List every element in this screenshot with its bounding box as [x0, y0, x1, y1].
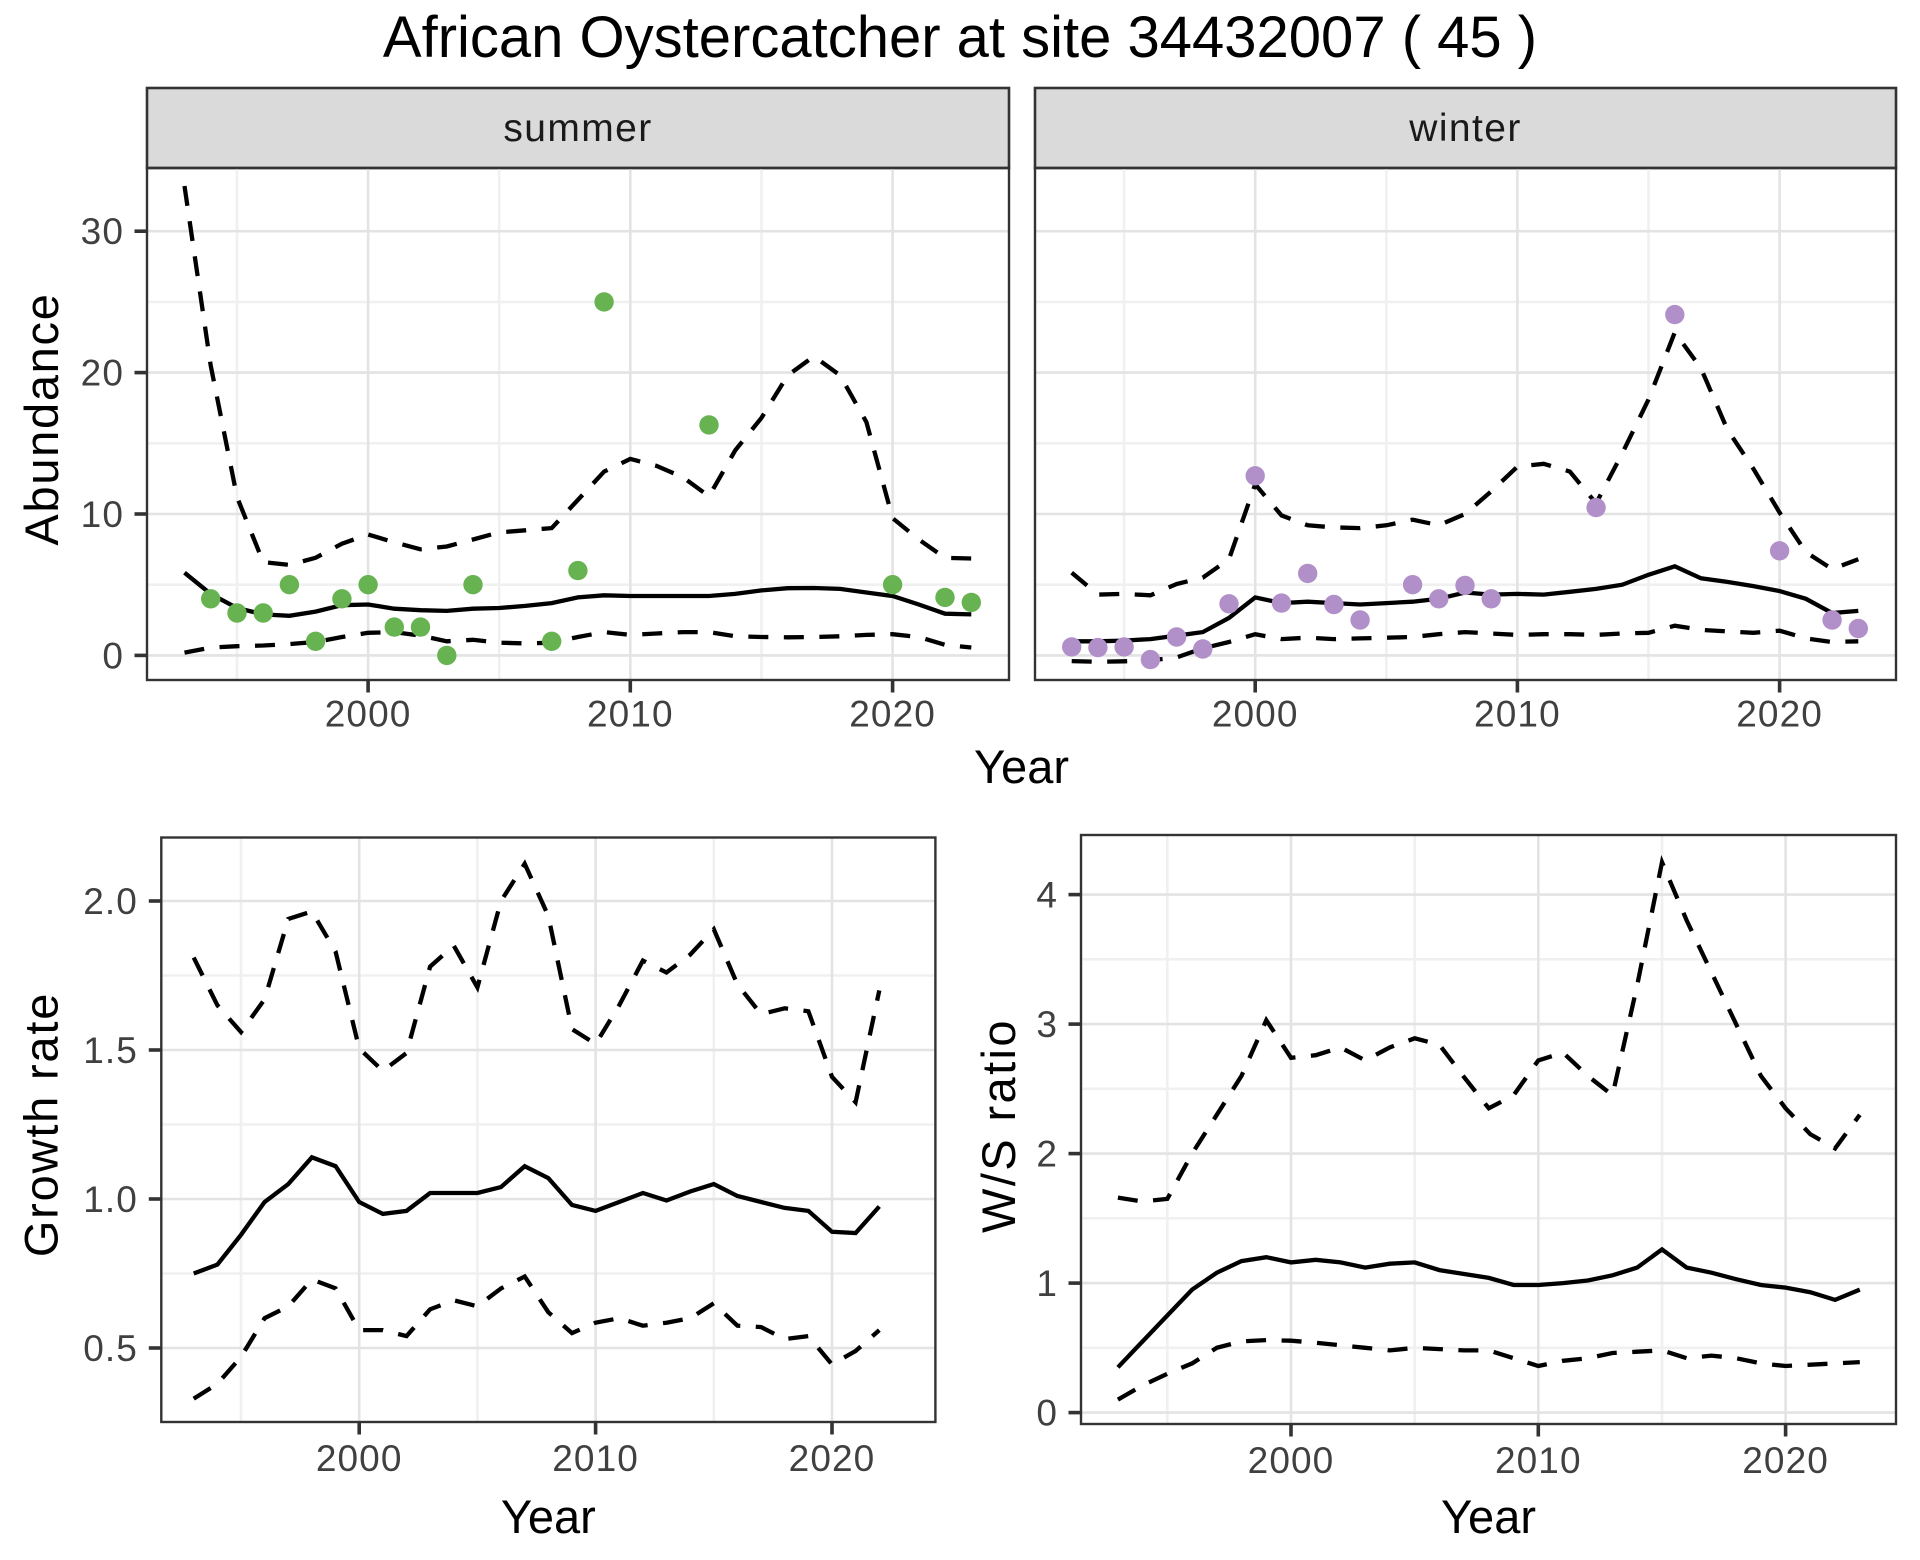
svg-text:1.0: 1.0: [83, 1179, 138, 1220]
svg-text:2000: 2000: [1212, 694, 1299, 735]
svg-text:2000: 2000: [316, 1438, 403, 1479]
svg-text:3: 3: [1036, 1004, 1058, 1045]
svg-text:2010: 2010: [1474, 694, 1561, 735]
svg-text:Year: Year: [1441, 1490, 1536, 1543]
svg-text:0: 0: [1036, 1393, 1058, 1434]
svg-text:0.5: 0.5: [83, 1328, 138, 1369]
svg-text:African Oystercatcher at site: African Oystercatcher at site 34432007 (…: [383, 5, 1537, 70]
svg-text:Year: Year: [501, 1490, 596, 1543]
svg-text:1: 1: [1036, 1263, 1058, 1304]
svg-text:Growth rate: Growth rate: [15, 992, 68, 1257]
svg-text:winter: winter: [1408, 107, 1521, 150]
svg-text:2020: 2020: [849, 694, 936, 735]
svg-text:2020: 2020: [789, 1438, 876, 1479]
svg-text:2000: 2000: [1248, 1440, 1335, 1481]
svg-text:2: 2: [1036, 1134, 1058, 1175]
svg-text:2020: 2020: [1742, 1440, 1829, 1481]
svg-text:2020: 2020: [1736, 694, 1823, 735]
svg-text:30: 30: [81, 211, 124, 252]
svg-text:2010: 2010: [587, 694, 674, 735]
svg-text:20: 20: [81, 353, 124, 394]
svg-text:10: 10: [81, 494, 124, 535]
svg-text:1.5: 1.5: [83, 1030, 138, 1071]
svg-text:2010: 2010: [1495, 1440, 1582, 1481]
svg-text:Year: Year: [974, 740, 1069, 793]
svg-text:Abundance: Abundance: [15, 292, 68, 545]
svg-text:summer: summer: [503, 107, 652, 150]
svg-text:2000: 2000: [325, 694, 412, 735]
svg-text:2.0: 2.0: [83, 881, 138, 922]
svg-text:0: 0: [102, 635, 124, 676]
svg-text:2010: 2010: [552, 1438, 639, 1479]
svg-text:W/S ratio: W/S ratio: [972, 1018, 1025, 1233]
svg-text:4: 4: [1036, 875, 1058, 916]
